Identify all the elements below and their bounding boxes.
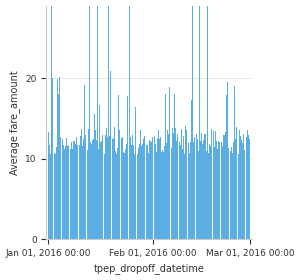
- X-axis label: tpep_dropoff_datetime: tpep_dropoff_datetime: [94, 263, 205, 274]
- Y-axis label: Average fare_amount: Average fare_amount: [9, 70, 20, 175]
